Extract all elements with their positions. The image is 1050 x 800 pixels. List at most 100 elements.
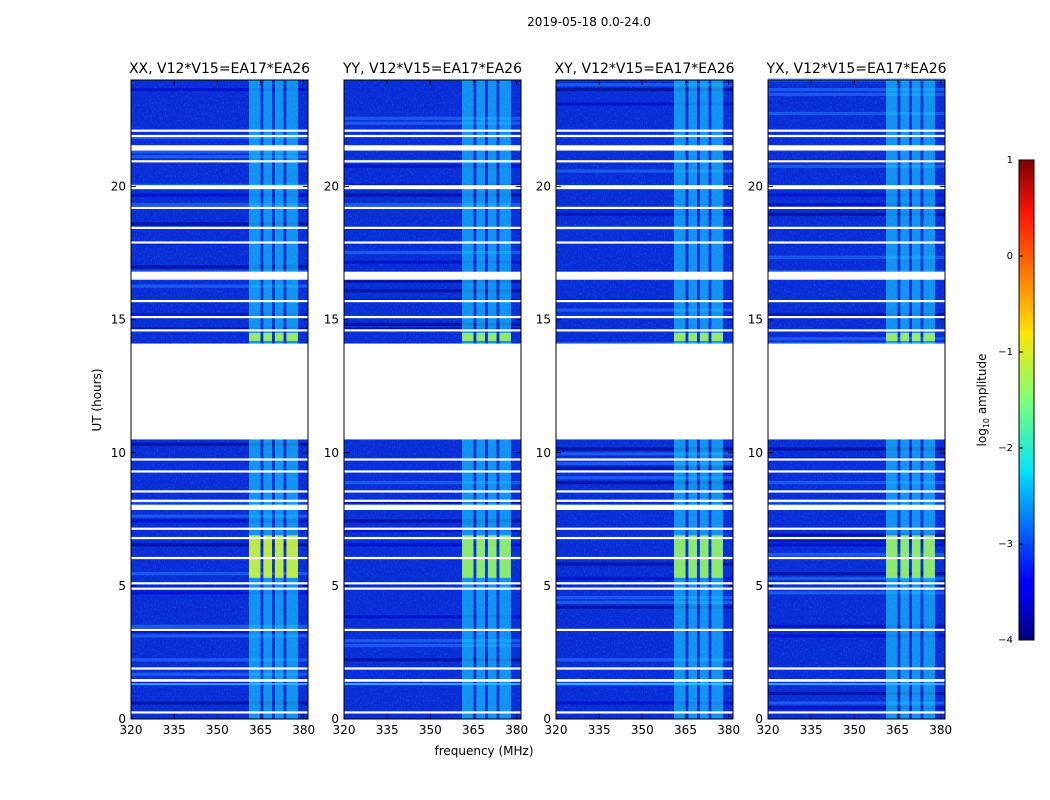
heatmap-row	[344, 260, 521, 264]
flagged-row	[768, 271, 945, 280]
flagged-row	[556, 329, 733, 332]
heatmap-row	[344, 480, 521, 485]
rfi-burst	[923, 332, 935, 341]
heatmap-row	[556, 212, 733, 216]
flagged-row	[344, 271, 521, 280]
rfi-burst	[274, 535, 284, 578]
rfi-burst	[674, 535, 686, 578]
y-tick-label: 10	[111, 446, 126, 460]
panel-xx: XX, V12*V15=EA17*EA26 320 335 350 365 380 0 5 10…	[111, 61, 315, 737]
rfi-burst	[286, 535, 298, 578]
y-tick-label: 15	[324, 313, 339, 327]
panels-group: XX, V12*V15=EA17*EA26 320 335 350 365 380 0 5 10…	[111, 61, 952, 737]
panel-yx: YX, V12*V15=EA17*EA26 320 335 350 365 380 0 5 10…	[748, 61, 952, 737]
heatmap-row	[556, 576, 733, 581]
flagged-row	[131, 527, 308, 530]
y-tick-label: 5	[331, 579, 339, 593]
heatmap-row	[131, 634, 308, 638]
rfi-burst	[699, 332, 709, 341]
y-tick-label: 0	[331, 712, 339, 726]
colorbar-label-subscript: 10	[982, 418, 991, 428]
flagged-row	[344, 206, 521, 209]
heatmap-row	[768, 572, 945, 576]
heatmap-row	[768, 164, 945, 168]
rfi-burst	[487, 535, 497, 578]
heatmap-row	[556, 480, 733, 485]
flagged-row	[344, 536, 521, 540]
heatmap-row	[131, 155, 308, 159]
flagged-row	[344, 315, 521, 319]
colorbar-tick-label: −2	[998, 443, 1013, 454]
heatmap-row	[131, 624, 308, 628]
heatmap-row	[556, 461, 733, 465]
heatmap-row	[768, 111, 945, 116]
heatmap-row	[768, 552, 945, 557]
rfi-burst	[274, 332, 284, 341]
heatmap-row	[344, 658, 521, 662]
x-tick-label: 350	[843, 723, 866, 737]
rfi-burst	[499, 332, 511, 341]
x-tick-label: 350	[631, 723, 654, 737]
heatmap-row	[768, 691, 945, 696]
heatmap-row	[344, 203, 521, 207]
heatmap-row	[768, 706, 945, 710]
y-tick-label: 10	[748, 446, 763, 460]
flagged-row	[768, 679, 945, 682]
flagged-row	[131, 185, 308, 190]
rfi-burst	[688, 535, 698, 578]
flagged-row	[131, 134, 308, 138]
flagged-row	[131, 241, 308, 244]
rfi-burst	[900, 332, 910, 341]
flagged-row	[131, 129, 308, 132]
heatmap-row	[131, 519, 308, 523]
heatmap-row	[131, 672, 308, 676]
x-tick-label: 350	[419, 723, 442, 737]
flagged-row	[768, 527, 945, 530]
panel-xy: XY, V12*V15=EA17*EA26 320 335 350 365 380 0 5 10…	[536, 61, 740, 737]
heatmap-row	[768, 193, 945, 197]
flagged-row	[131, 628, 308, 632]
flagged-row	[768, 160, 945, 163]
rfi-burst	[263, 535, 273, 578]
flagged-row	[768, 711, 945, 714]
flagged-row	[768, 329, 945, 332]
flagged-row	[556, 271, 733, 280]
heatmap-row	[768, 480, 945, 485]
panel-title: XX, V12*V15=EA17*EA26	[129, 61, 310, 77]
flagged-row	[344, 458, 521, 461]
rfi-burst	[263, 332, 273, 341]
flagged-row	[131, 315, 308, 319]
heatmap-row	[768, 533, 945, 537]
rfi-burst	[688, 332, 698, 341]
flagged-row	[556, 160, 733, 163]
heatmap-row	[131, 135, 308, 140]
flagged-row	[556, 145, 733, 151]
rfi-burst	[476, 535, 486, 578]
y-tick-label: 5	[543, 579, 551, 593]
flagged-row	[344, 587, 521, 590]
flagged-row	[131, 329, 308, 332]
x-tick-label: 365	[462, 723, 485, 737]
flagged-row	[131, 458, 308, 461]
flagged-row	[131, 679, 308, 682]
heatmap-row	[556, 595, 733, 600]
heatmap-row	[344, 289, 521, 293]
heatmap-row	[131, 591, 308, 595]
x-tick-label: 380	[717, 723, 740, 737]
flagged-row	[344, 134, 521, 138]
x-tick-label: 320	[545, 723, 568, 737]
heatmap-row	[556, 102, 733, 106]
flagged-row	[556, 582, 733, 585]
heatmap-row	[344, 543, 521, 547]
y-tick-label: 10	[536, 446, 551, 460]
flagged-row	[131, 206, 308, 209]
x-tick-label: 335	[163, 723, 186, 737]
rfi-burst	[462, 535, 474, 578]
heatmap-row	[556, 169, 733, 173]
flagged-row	[344, 226, 521, 229]
flagged-row	[556, 556, 733, 560]
flagged-row	[131, 160, 308, 163]
flagged-row	[556, 299, 733, 303]
flagged-row	[556, 226, 733, 229]
heatmap-row	[556, 447, 733, 451]
